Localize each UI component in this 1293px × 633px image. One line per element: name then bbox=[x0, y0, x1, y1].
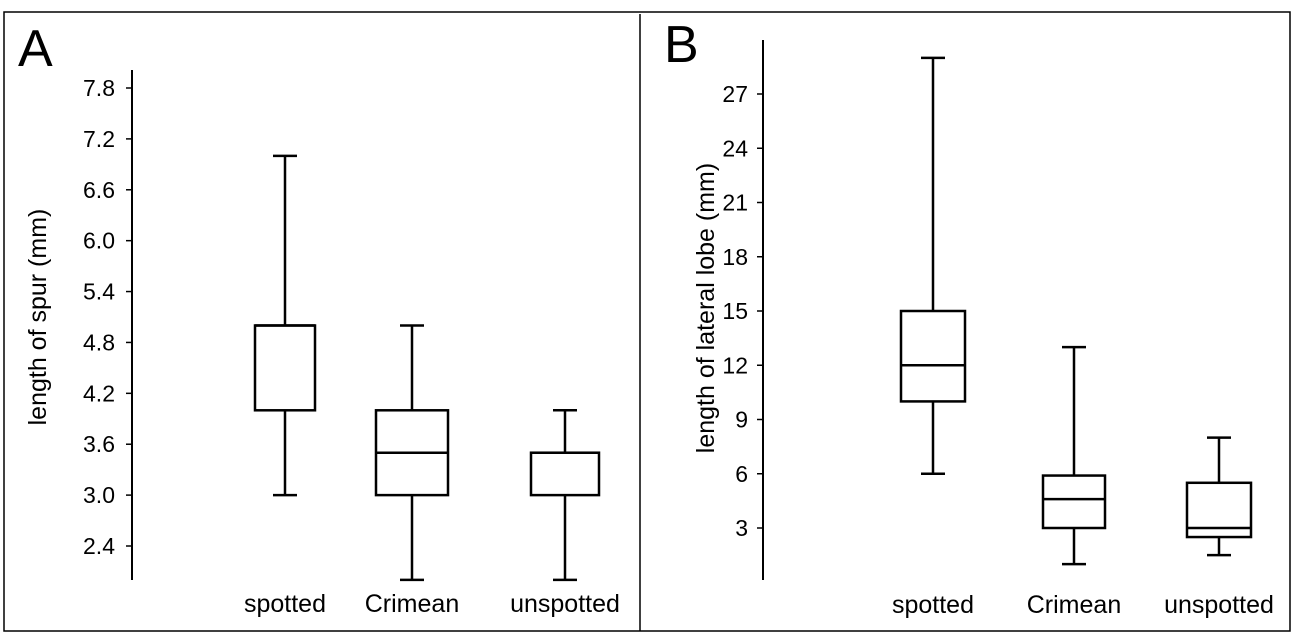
panel-a-y-tick-label: 3.0 bbox=[83, 482, 115, 508]
panel-a-y-tick-label: 7.8 bbox=[83, 75, 115, 101]
panel-b-category-label: unspotted bbox=[1164, 591, 1274, 619]
panel-a-box bbox=[529, 451, 601, 497]
panel-b-plot: 3 6 9 12 15 18 21 24 27 spotted Crimean unspotted bbox=[722, 40, 1274, 619]
panel-a-y-tick-label: 2.4 bbox=[83, 533, 115, 559]
panel-a-y-tick-label: 6.6 bbox=[83, 177, 115, 203]
panel-b-y-tick-label: 12 bbox=[722, 352, 748, 378]
figure-frame bbox=[3, 11, 1291, 632]
panel-a-y-tick-label: 7.2 bbox=[83, 126, 115, 152]
panel-b-y-tick-label: 21 bbox=[722, 190, 748, 216]
panel-a-y-axis-label: length of spur (mm) bbox=[24, 209, 52, 426]
panel-a-category-label: spotted bbox=[244, 590, 326, 618]
panel-a-label: A bbox=[18, 20, 53, 78]
panel-b-y-tick-label: 24 bbox=[722, 135, 748, 161]
panel-a-box bbox=[253, 324, 317, 412]
panel-b-box bbox=[899, 309, 967, 403]
panel-a-y-tick-label: 4.8 bbox=[83, 329, 115, 355]
panel-b-category-label: Crimean bbox=[1027, 591, 1121, 619]
panel-a: A length of spur (mm) 2.4 3.0 3.6 4.2 4.8 5.4… bbox=[18, 20, 620, 618]
panel-a-y-tick-label: 3.6 bbox=[83, 431, 115, 457]
panel-b-y-tick-label: 6 bbox=[735, 461, 748, 487]
panel-b-y-tick-label: 15 bbox=[722, 298, 748, 324]
panel-b-category-label: spotted bbox=[892, 591, 974, 619]
panel-b-y-tick-label: 27 bbox=[722, 81, 748, 107]
panel-b-label: B bbox=[664, 16, 699, 74]
panel-a-y-tick-label: 6.0 bbox=[83, 228, 115, 254]
panel-b-y-axis-label: length of lateral lobe (mm) bbox=[692, 163, 720, 453]
panel-b-y-tick-label: 3 bbox=[735, 515, 748, 541]
panel-b-box bbox=[1041, 474, 1107, 530]
panel-a-y-tick-label: 5.4 bbox=[83, 279, 115, 305]
panel-b-y-tick-label: 18 bbox=[722, 244, 748, 270]
panel-a-category-label: Crimean bbox=[365, 590, 459, 618]
panel-b-y-tick-label: 9 bbox=[735, 407, 748, 433]
panel-a-plot: 2.4 3.0 3.6 4.2 4.8 5.4 6.0 6.6 7.2 7.8 spotted Cri… bbox=[83, 70, 620, 618]
panel-b: B length of lateral lobe (mm) 3 6 9 12 15 18 2… bbox=[664, 16, 1274, 619]
panel-a-category-label: unspotted bbox=[510, 590, 620, 618]
panel-a-y-tick-label: 4.2 bbox=[83, 380, 115, 406]
